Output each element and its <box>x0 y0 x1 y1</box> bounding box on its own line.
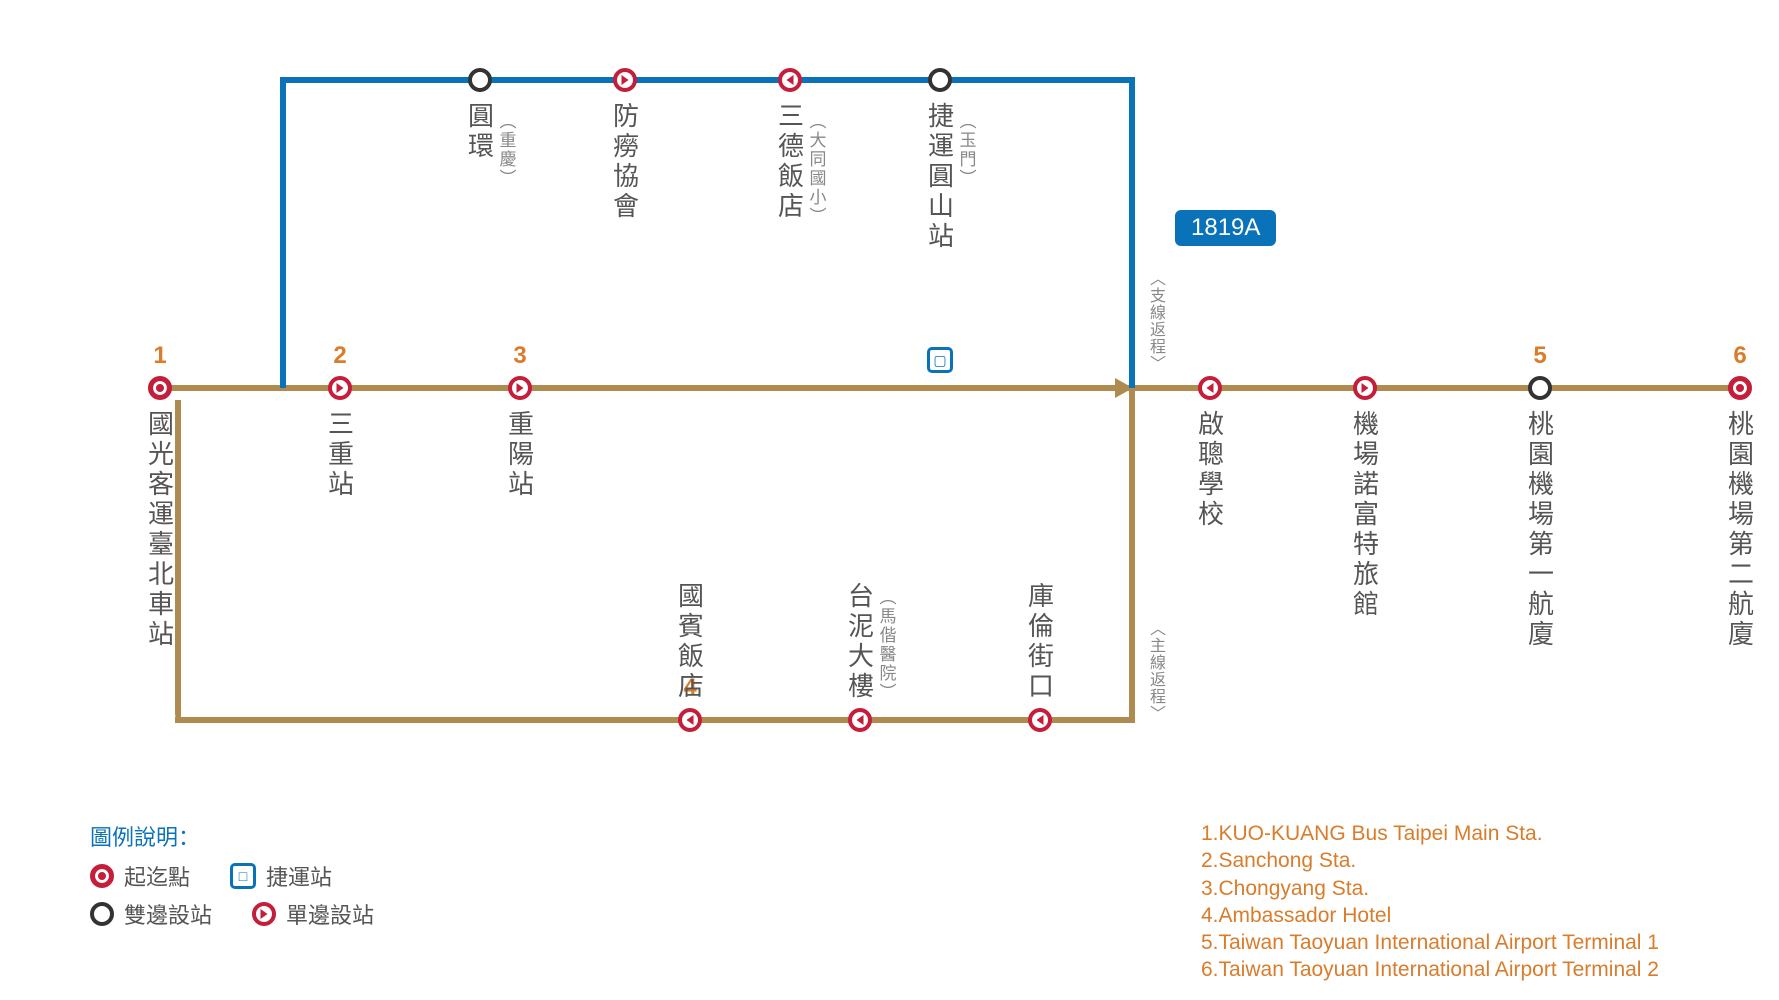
english-station-list: 1.KUO-KUANG Bus Taipei Main Sta.2.Sancho… <box>1201 820 1659 984</box>
english-line-2: 2.Sanchong Sta. <box>1201 847 1659 874</box>
station-label-s7: 啟聰學校 <box>1192 410 1229 530</box>
station-node-s2 <box>328 376 352 400</box>
legend-item-both: 雙邊設站 <box>90 898 212 930</box>
station-sublabel-u4: （玉門） <box>954 112 979 188</box>
upper-branch-left-vert <box>280 80 286 388</box>
station-node-s4 <box>678 708 702 732</box>
legend-row-1: 起迄點 □ 捷運站 <box>90 860 374 892</box>
legend: 圖例說明： 起迄點 □ 捷運站 雙邊設站 單邊設站 <box>90 820 374 930</box>
legend-single-icon <box>252 902 276 926</box>
station-node-u1 <box>468 68 492 92</box>
station-label-s2: 三重站 <box>322 410 359 500</box>
upper-branch-horizontal <box>280 77 1135 83</box>
station-node-l2 <box>848 708 872 732</box>
station-sublabel-u1: （重慶） <box>494 112 519 188</box>
station-number-s3: 3 <box>513 342 526 370</box>
station-node-s8 <box>1353 376 1377 400</box>
route-badge: 1819A <box>1175 210 1276 246</box>
legend-single-label: 單邊設站 <box>286 898 374 930</box>
legend-terminal-label: 起迄點 <box>124 860 190 892</box>
english-line-1: 1.KUO-KUANG Bus Taipei Main Sta. <box>1201 820 1659 847</box>
lower-return-drop-right <box>1129 388 1135 723</box>
legend-title: 圖例說明： <box>90 820 374 852</box>
legend-item-single: 單邊設站 <box>252 898 374 930</box>
english-line-5: 5.Taiwan Taoyuan International Airport T… <box>1201 929 1659 956</box>
station-label-l3: 庫倫街口 <box>1022 582 1059 702</box>
main-line <box>160 385 1740 391</box>
station-node-s6 <box>1728 376 1752 400</box>
mrt-icon-u4: ▢ <box>927 347 953 373</box>
station-number-s2: 2 <box>333 342 346 370</box>
legend-item-terminal: 起迄點 <box>90 860 190 892</box>
station-number-s5: 5 <box>1533 342 1546 370</box>
station-sublabel-u3: （大同國小） <box>804 112 829 226</box>
station-label-s6: 桃園機場第二航廈 <box>1722 410 1759 650</box>
legend-both-icon <box>90 902 114 926</box>
legend-item-mrt: □ 捷運站 <box>230 860 332 892</box>
legend-mrt-icon: □ <box>230 863 256 889</box>
legend-row-2: 雙邊設站 單邊設站 <box>90 898 374 930</box>
english-line-4: 4.Ambassador Hotel <box>1201 902 1659 929</box>
station-number-s6: 6 <box>1733 342 1746 370</box>
station-node-s7 <box>1198 376 1222 400</box>
station-node-u3 <box>778 68 802 92</box>
legend-both-label: 雙邊設站 <box>124 898 212 930</box>
station-node-s1 <box>148 376 172 400</box>
station-node-u2 <box>613 68 637 92</box>
station-label-s3: 重陽站 <box>502 410 539 500</box>
legend-mrt-label: 捷運站 <box>266 860 332 892</box>
english-line-6: 6.Taiwan Taoyuan International Airport T… <box>1201 956 1659 983</box>
station-node-s3 <box>508 376 532 400</box>
station-label-s5: 桃園機場第一航廈 <box>1522 410 1559 650</box>
side-label-0: ︿支線返程﹀ <box>1143 270 1167 372</box>
station-label-s1: 國光客運臺北車站 <box>142 410 179 650</box>
legend-terminal-icon <box>90 864 114 888</box>
station-node-s5 <box>1528 376 1552 400</box>
station-sublabel-l2: （馬偕醫院） <box>874 588 899 702</box>
station-label-s4: 國賓飯店 <box>672 582 709 702</box>
station-label-s8: 機場諾富特旅館 <box>1347 410 1384 620</box>
station-node-u4 <box>928 68 952 92</box>
station-number-s1: 1 <box>153 342 166 370</box>
upper-branch-right-vert <box>1129 80 1135 388</box>
station-node-l3 <box>1028 708 1052 732</box>
station-label-u2: 防癆協會 <box>607 102 644 222</box>
side-label-1: ︿主線返程﹀ <box>1143 620 1167 722</box>
lower-return-horizontal <box>175 717 1135 723</box>
english-line-3: 3.Chongyang Sta. <box>1201 875 1659 902</box>
